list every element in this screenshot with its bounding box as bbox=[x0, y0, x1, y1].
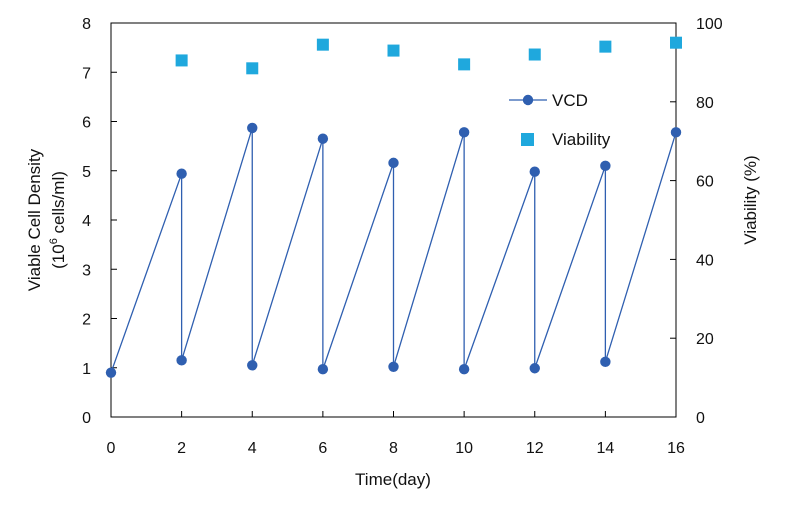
y-tick-label: 1 bbox=[82, 361, 91, 378]
vcd-point bbox=[176, 168, 187, 179]
viability-point bbox=[387, 44, 400, 57]
vcd-point bbox=[247, 360, 258, 371]
y-tick-label: 0 bbox=[82, 410, 91, 427]
vcd-point bbox=[317, 133, 329, 144]
legend-item-viability: Viability bbox=[521, 130, 611, 149]
vcd-point bbox=[458, 127, 470, 138]
viability-point bbox=[175, 54, 188, 67]
vcd-point bbox=[388, 361, 399, 372]
x-axis-title: Time(day) bbox=[355, 470, 431, 489]
vcd-point bbox=[600, 356, 611, 368]
x-tick-label: 4 bbox=[248, 440, 257, 457]
series-layer bbox=[105, 36, 682, 378]
vcd-point bbox=[529, 166, 540, 177]
viability-point bbox=[599, 40, 612, 53]
y-axis-unit-prefix: (10 bbox=[49, 244, 68, 269]
legend-item-vcd: VCD bbox=[509, 91, 588, 110]
y-tick-label: 4 bbox=[82, 213, 91, 230]
x-tick-label: 14 bbox=[596, 440, 614, 457]
vcd-point bbox=[670, 127, 682, 138]
y-axis-title: Viable Cell Density bbox=[25, 148, 44, 291]
x-tick-label: 16 bbox=[667, 440, 685, 457]
legend-viability-label: Viability bbox=[552, 130, 611, 149]
vcd-point bbox=[458, 364, 470, 375]
x-tick-label: 12 bbox=[526, 440, 544, 457]
y-axis-unit: (106 cells/ml) bbox=[48, 171, 68, 269]
legend: VCD Viability bbox=[509, 91, 611, 149]
legend-viability-marker bbox=[521, 133, 534, 146]
x-tick-label: 0 bbox=[107, 440, 116, 457]
y-axis-ticks: 0 1 2 3 4 5 6 7 8 bbox=[82, 16, 117, 427]
vcd-point bbox=[247, 122, 258, 134]
y2-tick-label: 20 bbox=[696, 331, 714, 348]
y-tick-label: 5 bbox=[82, 164, 91, 181]
y-tick-label: 8 bbox=[82, 16, 91, 33]
y2-axis-title: Viability (%) bbox=[741, 155, 760, 244]
x-tick-label: 6 bbox=[318, 440, 327, 457]
vcd-point bbox=[529, 363, 540, 374]
y2-tick-label: 80 bbox=[696, 95, 714, 112]
y-tick-label: 6 bbox=[82, 115, 91, 132]
y-axis-unit-exponent: 6 bbox=[48, 238, 60, 244]
viability-point bbox=[528, 48, 541, 61]
y2-tick-label: 60 bbox=[696, 174, 714, 191]
viability-point bbox=[316, 38, 329, 51]
x-tick-label: 8 bbox=[389, 440, 398, 457]
x-tick-label: 2 bbox=[177, 440, 186, 457]
y-tick-label: 7 bbox=[82, 65, 91, 82]
vcd-series-line bbox=[110, 127, 677, 373]
viability-point bbox=[458, 58, 471, 71]
y-axis-unit-suffix: cells/ml) bbox=[49, 171, 68, 238]
y2-tick-label: 100 bbox=[696, 16, 723, 33]
viability-point bbox=[670, 36, 682, 49]
x-axis-ticks: 0 2 4 6 8 10 12 14 16 bbox=[107, 411, 685, 457]
y-tick-label: 2 bbox=[82, 312, 91, 329]
viability-point bbox=[246, 62, 259, 75]
legend-vcd-marker bbox=[522, 94, 534, 106]
vcd-point bbox=[388, 157, 399, 169]
y2-axis-ticks: 0 20 40 60 80 100 bbox=[670, 16, 723, 427]
y2-tick-label: 40 bbox=[696, 252, 714, 269]
vcd-point bbox=[317, 364, 329, 375]
vcd-point bbox=[105, 367, 117, 378]
legend-vcd-label: VCD bbox=[552, 91, 588, 110]
vcd-point bbox=[176, 355, 187, 366]
vcd-point bbox=[600, 160, 611, 172]
y-tick-label: 3 bbox=[82, 262, 91, 279]
y2-tick-label: 0 bbox=[696, 410, 705, 427]
x-tick-label: 10 bbox=[455, 440, 473, 457]
